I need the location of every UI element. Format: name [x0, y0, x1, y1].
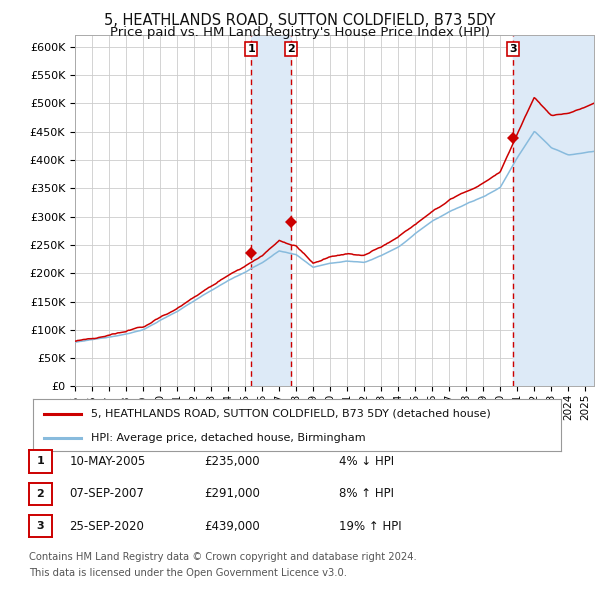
Bar [251, 35, 291, 386]
Text: 25-SEP-2020: 25-SEP-2020 [70, 520, 145, 533]
Text: HPI: Average price, detached house, Birmingham: HPI: Average price, detached house, Birm… [91, 434, 366, 443]
Text: 3: 3 [509, 44, 517, 54]
Text: £235,000: £235,000 [204, 455, 260, 468]
Text: This data is licensed under the Open Government Licence v3.0.: This data is licensed under the Open Gov… [29, 568, 347, 578]
Text: £439,000: £439,000 [204, 520, 260, 533]
Text: Contains HM Land Registry data © Crown copyright and database right 2024.: Contains HM Land Registry data © Crown c… [29, 552, 416, 562]
Text: 07-SEP-2007: 07-SEP-2007 [70, 487, 145, 500]
Text: Price paid vs. HM Land Registry's House Price Index (HPI): Price paid vs. HM Land Registry's House … [110, 26, 490, 39]
Text: 8% ↑ HPI: 8% ↑ HPI [339, 487, 394, 500]
Text: 10-MAY-2005: 10-MAY-2005 [70, 455, 146, 468]
Text: 4% ↓ HPI: 4% ↓ HPI [339, 455, 394, 468]
Text: 1: 1 [247, 44, 255, 54]
Text: £291,000: £291,000 [204, 487, 260, 500]
Text: 5, HEATHLANDS ROAD, SUTTON COLDFIELD, B73 5DY (detached house): 5, HEATHLANDS ROAD, SUTTON COLDFIELD, B7… [91, 409, 491, 419]
Text: 1: 1 [37, 457, 44, 466]
Text: 2: 2 [287, 44, 295, 54]
Text: 19% ↑ HPI: 19% ↑ HPI [339, 520, 401, 533]
Bar [513, 35, 594, 386]
Text: 5, HEATHLANDS ROAD, SUTTON COLDFIELD, B73 5DY: 5, HEATHLANDS ROAD, SUTTON COLDFIELD, B7… [104, 13, 496, 28]
Text: 2: 2 [37, 489, 44, 499]
Text: 3: 3 [37, 522, 44, 531]
